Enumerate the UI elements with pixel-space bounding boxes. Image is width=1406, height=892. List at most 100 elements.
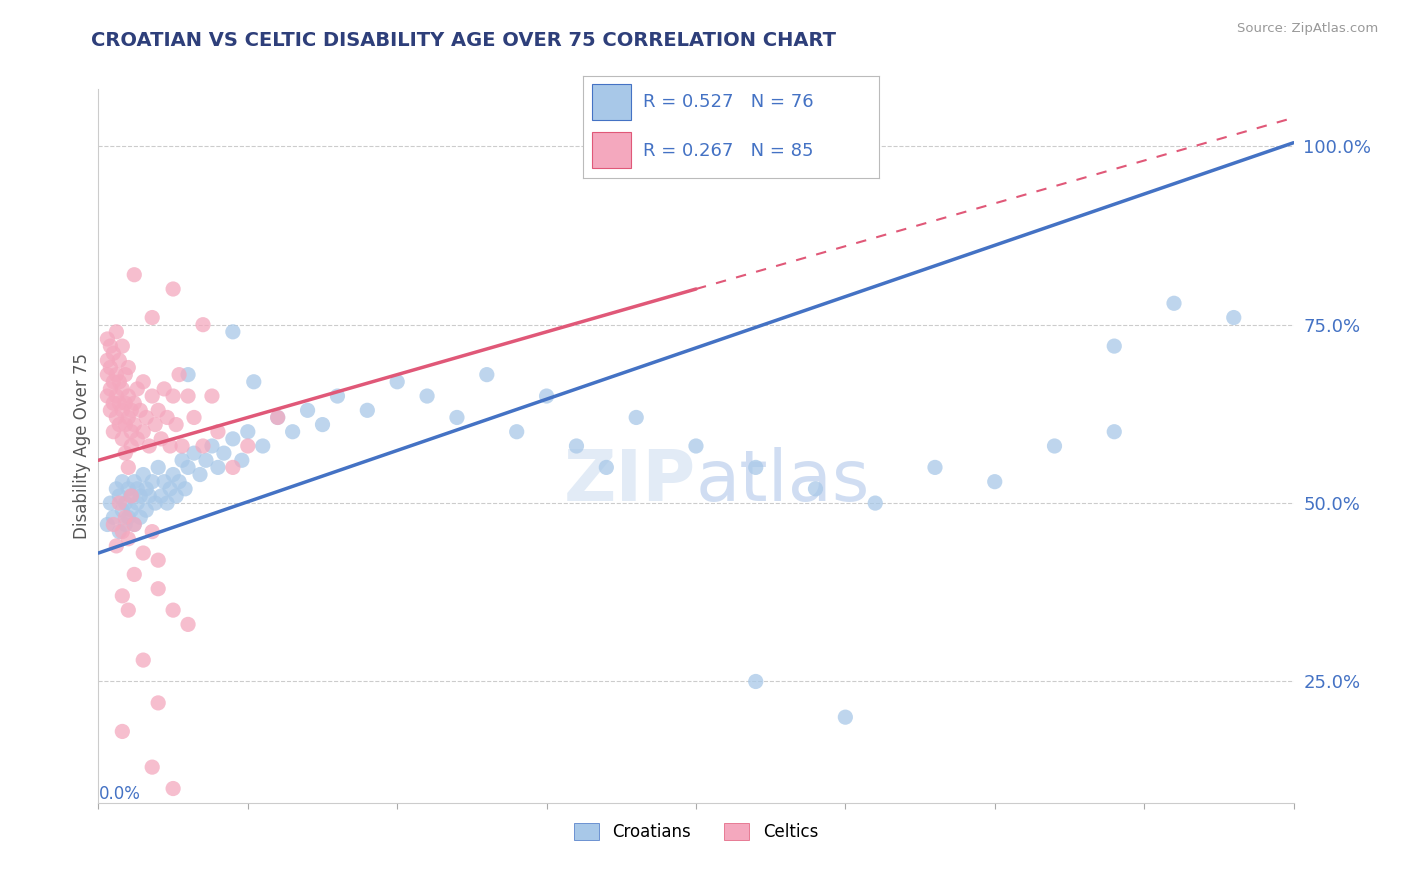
Point [117,510,139,524]
Point [96,368,118,382]
Point [177,368,200,382]
Point [177,460,200,475]
Point [120,439,142,453]
Point [132,546,155,560]
Point [108,489,131,503]
Point [111,432,134,446]
Bar [592,84,631,120]
Point [129,403,152,417]
Point [132,375,155,389]
Point [120,489,142,503]
Point [745,460,768,475]
Bar [592,132,631,168]
Point [148,696,170,710]
Point [114,496,136,510]
Point [1043,439,1066,453]
Point [105,325,128,339]
Point [207,425,229,439]
Point [141,524,163,539]
Point [153,475,176,489]
Point [201,439,224,453]
Point [98,403,122,417]
Text: R = 0.267   N = 85: R = 0.267 N = 85 [643,142,813,160]
Point [236,425,259,439]
Text: atlas: atlas [696,447,870,516]
Point [111,524,134,539]
Point [103,517,125,532]
Point [311,417,333,432]
Point [143,496,166,510]
Point [191,318,214,332]
Point [183,446,205,460]
Point [111,475,134,489]
Point [127,496,149,510]
Point [231,453,253,467]
Point [108,375,131,389]
Point [114,510,136,524]
Point [124,396,146,410]
Point [124,567,146,582]
Point [111,589,134,603]
Point [96,389,118,403]
Point [117,410,139,425]
Point [111,403,134,417]
Point [135,482,157,496]
Point [595,460,617,475]
Point [98,360,122,375]
Point [124,517,146,532]
Point [103,510,125,524]
Point [475,368,498,382]
Point [156,410,179,425]
Point [924,460,946,475]
Point [117,532,139,546]
Point [148,553,170,567]
Point [148,403,170,417]
Point [132,653,155,667]
Point [141,310,163,325]
Y-axis label: Disability Age Over 75: Disability Age Over 75 [73,353,91,539]
Point [105,389,128,403]
Point [148,582,170,596]
Point [172,439,194,453]
Point [150,489,173,503]
Point [129,489,152,503]
Text: ZIP: ZIP [564,447,696,516]
Point [207,460,229,475]
Point [159,439,181,453]
Point [132,467,155,482]
Point [984,475,1007,489]
Point [108,353,131,368]
Point [124,268,146,282]
Point [141,475,163,489]
Point [117,482,139,496]
Point [111,724,134,739]
Point [98,339,122,353]
Point [114,396,136,410]
Point [117,360,139,375]
Point [177,389,200,403]
Point [183,410,205,425]
Point [281,425,304,439]
Point [222,432,245,446]
Point [103,346,125,360]
Point [117,389,139,403]
Point [114,417,136,432]
Point [162,389,184,403]
Point [141,760,163,774]
Point [212,446,235,460]
Point [148,460,170,475]
Point [1104,425,1126,439]
Point [165,489,187,503]
Point [177,617,200,632]
Point [98,496,122,510]
Point [103,375,125,389]
Point [129,510,152,524]
Point [201,389,224,403]
Point [745,674,768,689]
Point [96,353,118,368]
Point [834,710,856,724]
Point [446,410,468,425]
Point [252,439,274,453]
Point [120,425,142,439]
Point [124,475,146,489]
